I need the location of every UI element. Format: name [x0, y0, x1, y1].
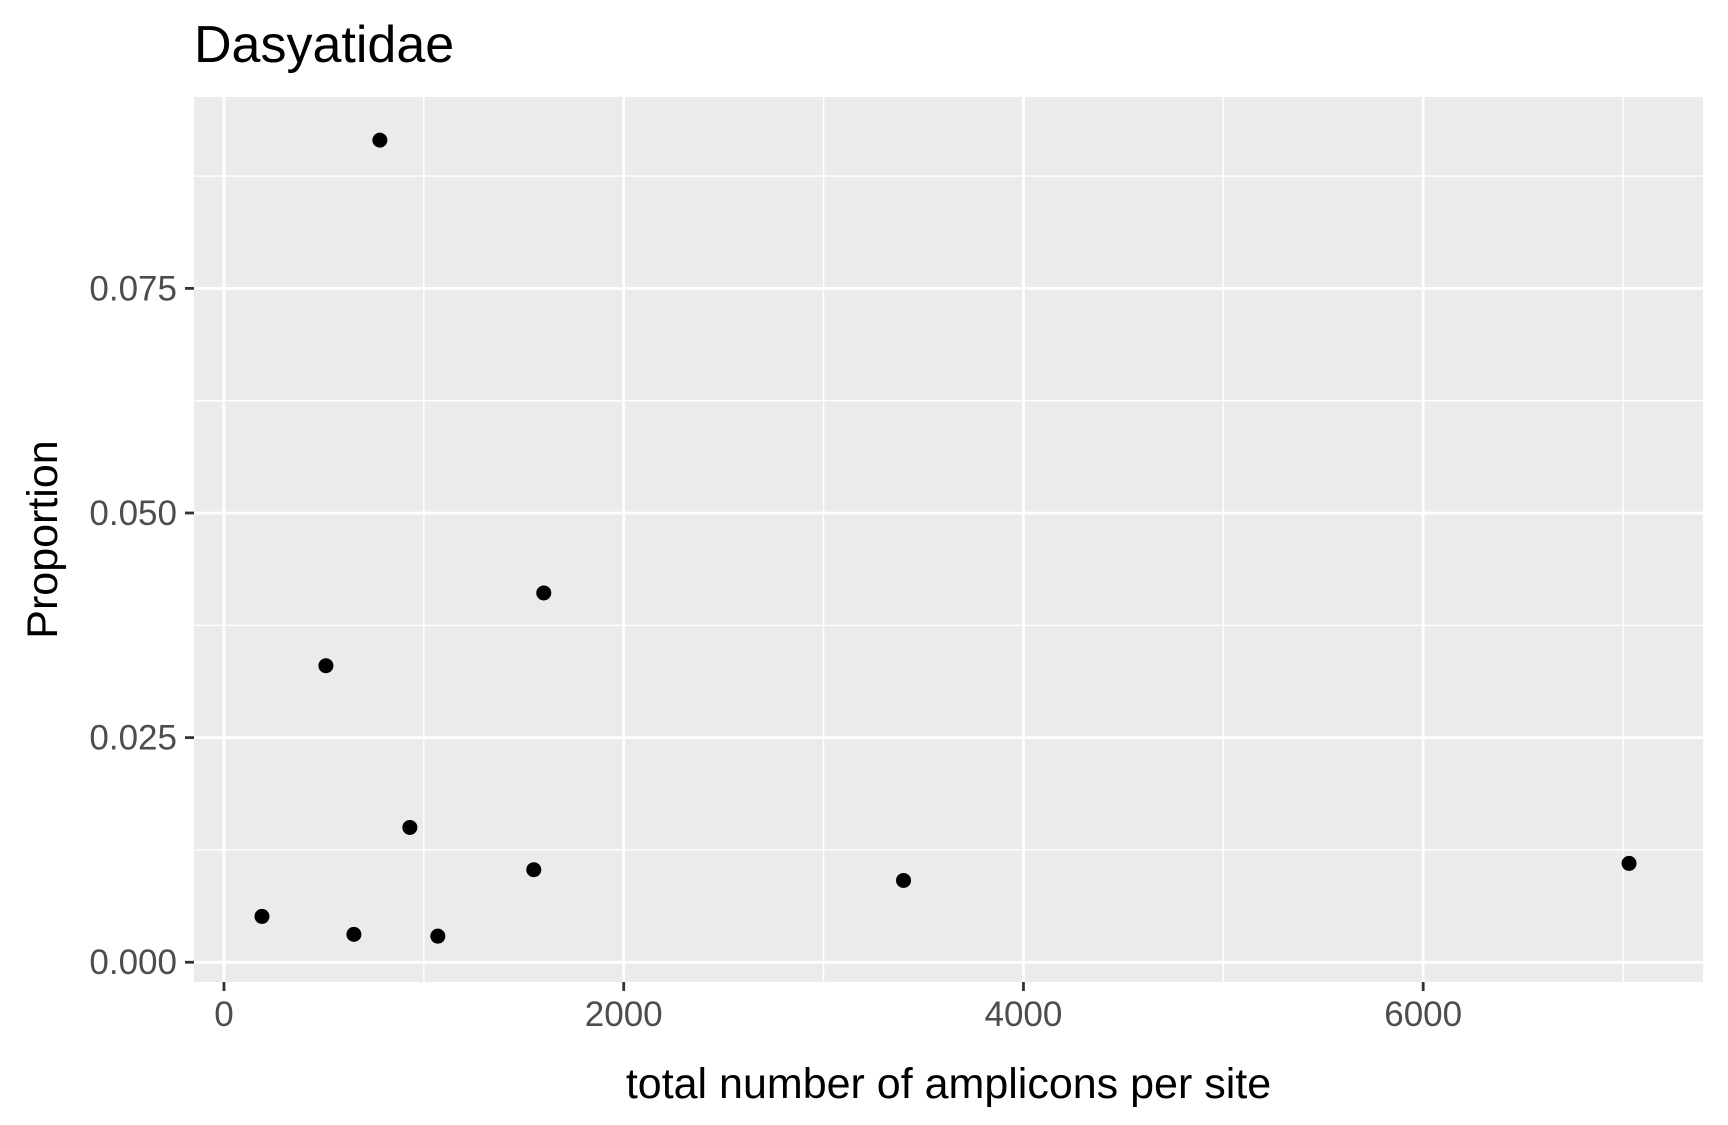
x-tick-label: 2000: [585, 995, 663, 1034]
y-tick-label: 0.025: [89, 719, 177, 758]
x-tick-label: 6000: [1384, 995, 1462, 1034]
chart-title: Dasyatidae: [194, 16, 454, 74]
data-point: [896, 872, 912, 888]
data-point: [372, 132, 388, 148]
data-point: [1621, 855, 1637, 871]
x-tick-label: 0: [214, 995, 233, 1034]
data-point: [430, 928, 446, 944]
data-point: [254, 908, 270, 924]
plot-panel: [194, 97, 1703, 982]
data-point: [346, 926, 362, 942]
data-point: [536, 585, 552, 601]
y-tick-label: 0.050: [89, 494, 177, 533]
y-tick-label: 0.075: [89, 269, 177, 308]
major-gridlines: [194, 97, 1703, 982]
data-point: [402, 819, 418, 835]
data-points: [254, 132, 1637, 944]
data-point: [526, 862, 542, 878]
data-point: [318, 658, 334, 674]
y-axis-title: Proportion: [19, 440, 67, 638]
minor-gridlines: [194, 97, 1703, 982]
x-tick-label: 4000: [985, 995, 1063, 1034]
x-axis: 0 2000 4000 6000: [214, 982, 1462, 1034]
x-axis-title: total number of amplicons per site: [626, 1060, 1271, 1108]
y-axis: 0.000 0.025 0.050 0.075: [89, 269, 194, 982]
y-tick-label: 0.000: [89, 943, 177, 982]
